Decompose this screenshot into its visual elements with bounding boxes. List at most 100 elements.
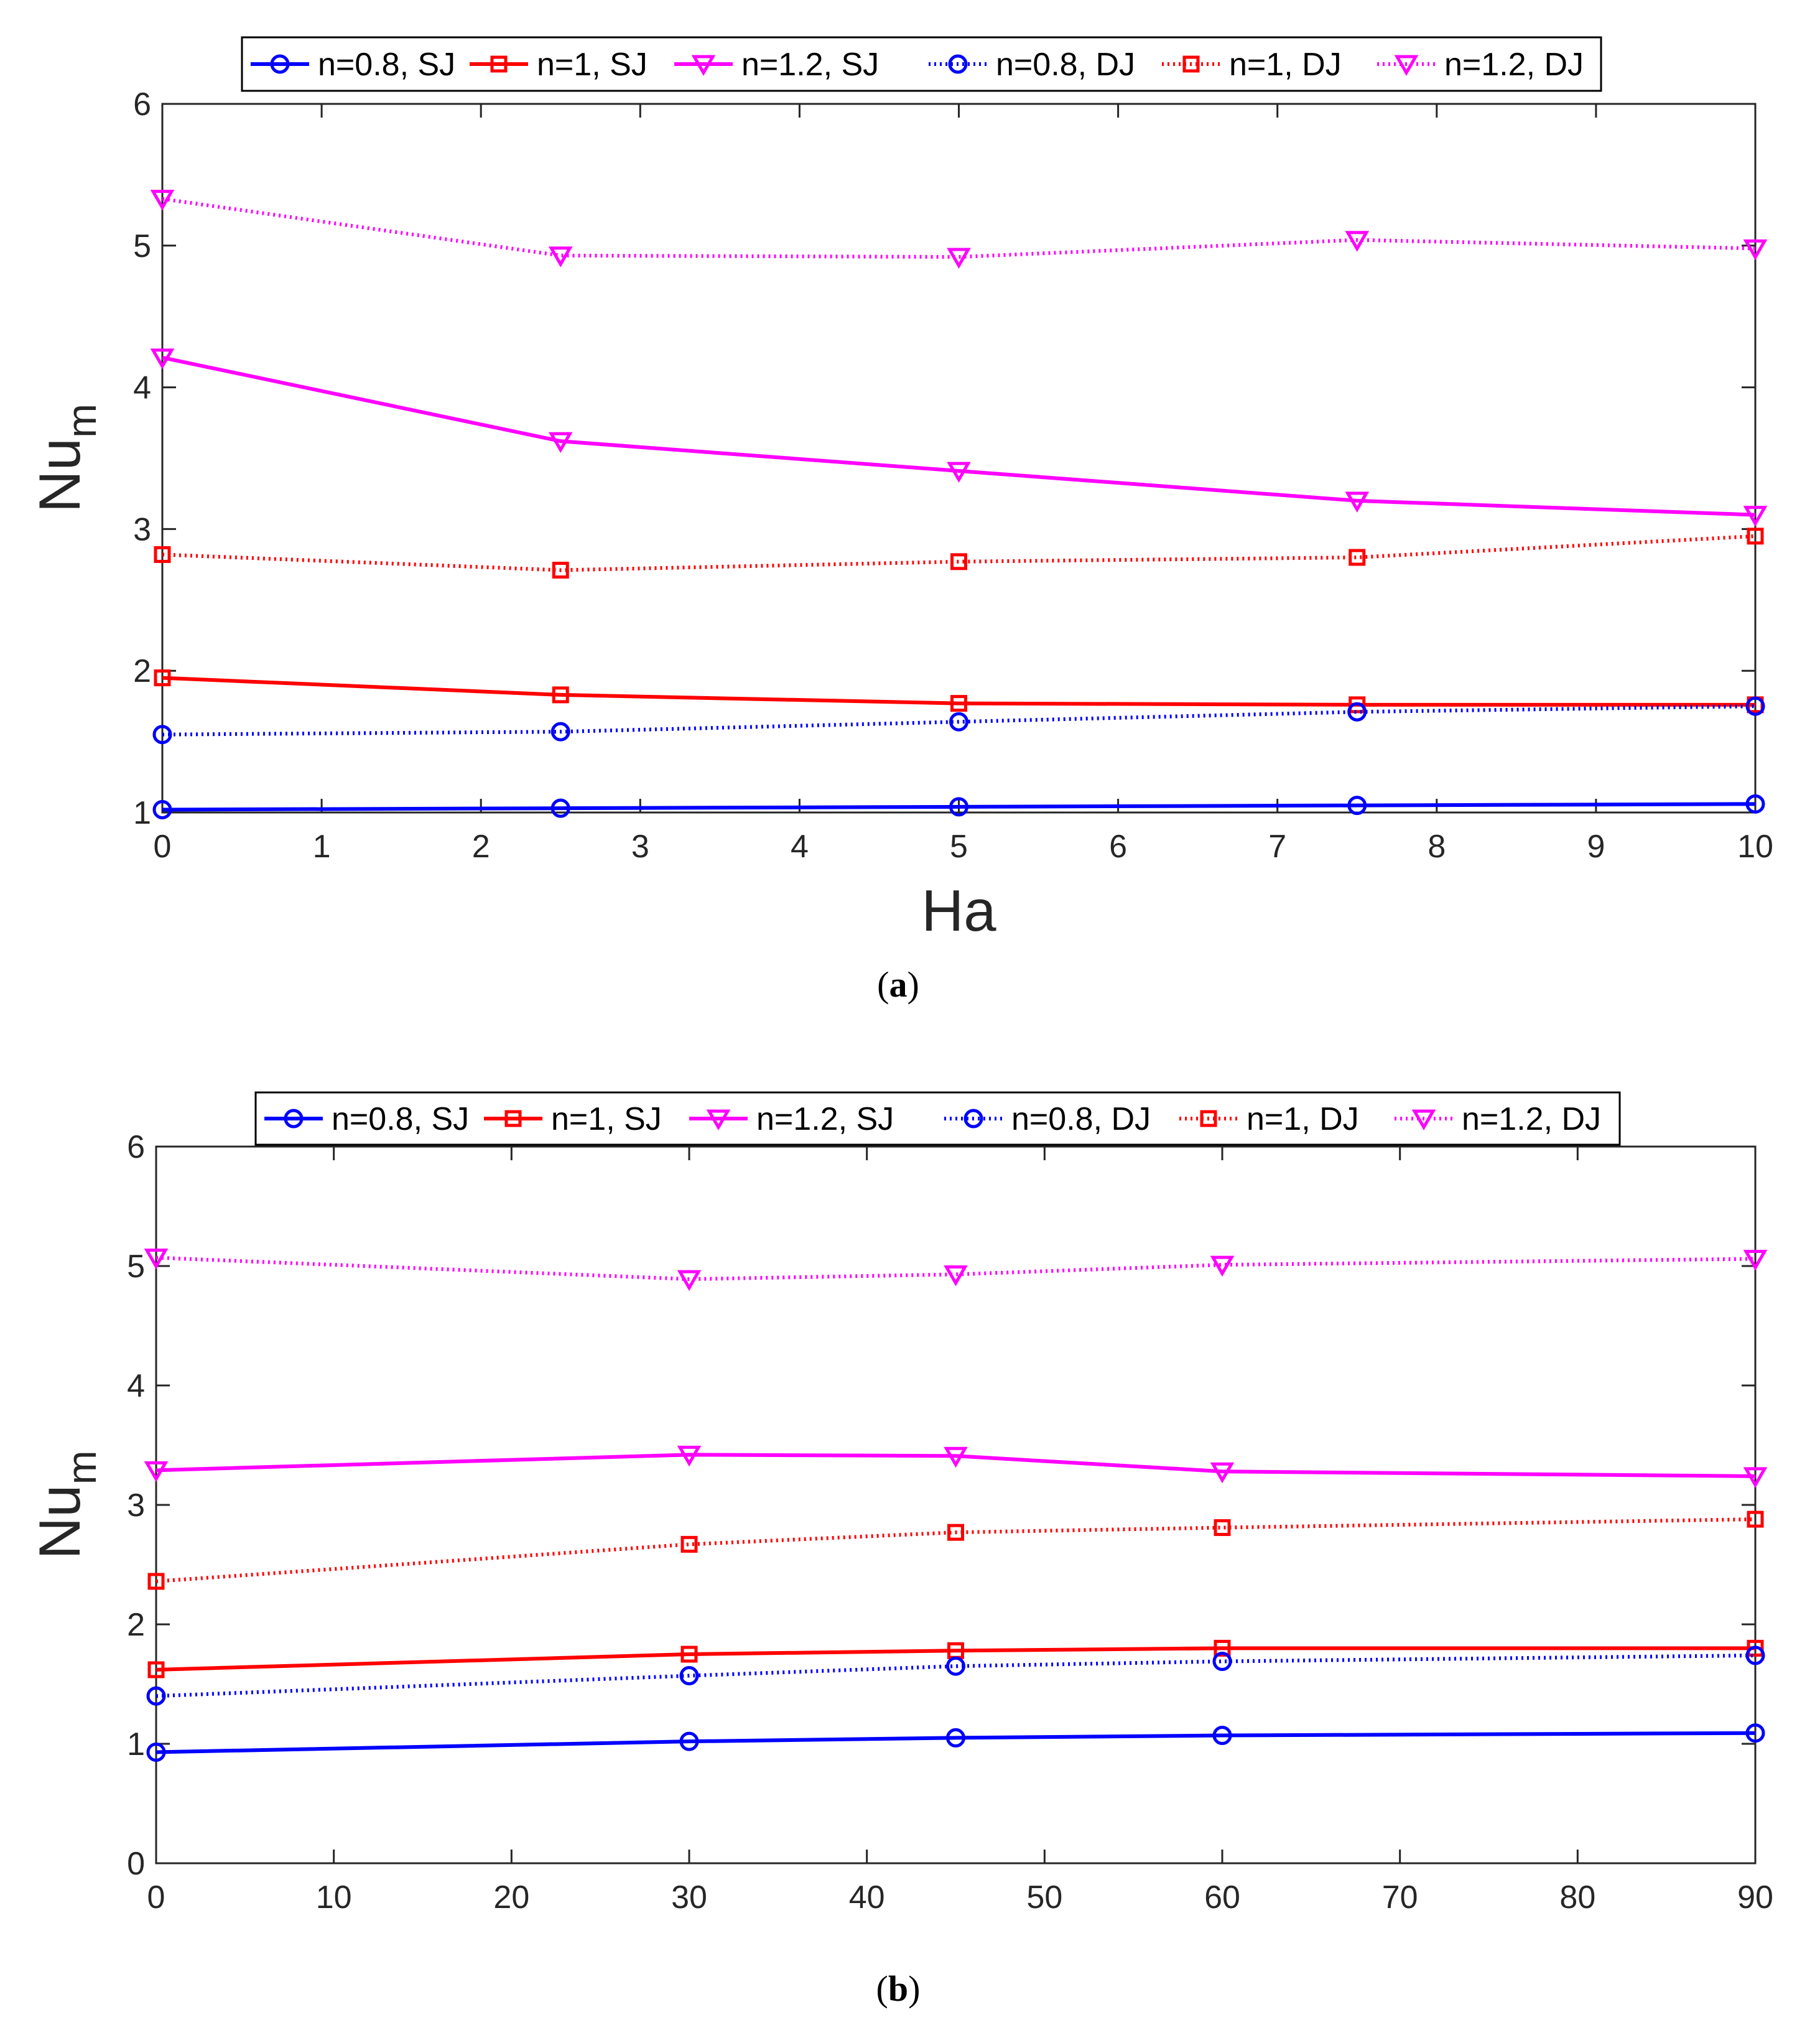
data-point bbox=[677, 1270, 702, 1292]
series-2 bbox=[150, 348, 1768, 527]
data-point bbox=[950, 695, 967, 712]
legend-label: n=1.2, DJ bbox=[1462, 1101, 1601, 1137]
caption-letter: b bbox=[888, 1968, 908, 2009]
data-point bbox=[679, 1731, 699, 1751]
x-tick-label: 40 bbox=[849, 1879, 885, 1916]
legend-label: n=1, SJ bbox=[537, 47, 648, 83]
caption-close-paren: ) bbox=[908, 1968, 920, 2009]
series-0 bbox=[152, 794, 1765, 819]
data-point bbox=[1210, 1462, 1235, 1484]
data-point bbox=[1347, 702, 1367, 722]
data-point bbox=[1745, 696, 1765, 716]
series-3 bbox=[152, 696, 1765, 745]
caption-close-paren: ) bbox=[908, 964, 919, 1005]
series-line bbox=[162, 534, 1756, 572]
y-tick-label: 5 bbox=[133, 228, 151, 264]
data-point bbox=[1349, 696, 1366, 714]
data-point bbox=[1747, 528, 1764, 545]
x-tick-label: 7 bbox=[1268, 829, 1286, 865]
x-tick-label: 60 bbox=[1204, 1879, 1240, 1916]
data-point bbox=[146, 1686, 166, 1706]
data-point bbox=[154, 546, 171, 563]
legend-item: n=0.8, DJ bbox=[944, 1101, 1151, 1137]
data-point bbox=[1212, 1652, 1232, 1672]
data-point bbox=[1743, 1249, 1768, 1271]
series-5 bbox=[150, 190, 1768, 269]
x-tick-label: 70 bbox=[1382, 1879, 1418, 1916]
x-tick-label: 5 bbox=[950, 829, 968, 865]
legend: n=0.8, SJ n=1, SJ n=1.2, SJ n=0.8, DJ n=1, D… bbox=[241, 36, 1602, 92]
y-tick-label: 0 bbox=[127, 1846, 145, 1882]
y-axis-label: Num bbox=[27, 1450, 104, 1559]
data-point bbox=[1743, 1467, 1768, 1488]
x-tick-label: 0 bbox=[147, 1879, 165, 1916]
data-point bbox=[1210, 1255, 1235, 1277]
data-point bbox=[1214, 1639, 1231, 1657]
series-line bbox=[162, 676, 1755, 707]
y-tick-label: 5 bbox=[127, 1249, 145, 1285]
data-point bbox=[552, 561, 569, 579]
legend-marker bbox=[963, 1109, 983, 1129]
y-tick-label: 6 bbox=[127, 1129, 145, 1165]
series-4 bbox=[154, 528, 1764, 579]
x-tick-label: 4 bbox=[791, 829, 809, 865]
series-2 bbox=[144, 1445, 1768, 1488]
data-point bbox=[1347, 796, 1367, 816]
legend-marker bbox=[1394, 55, 1419, 77]
x-tick-label: 0 bbox=[154, 829, 172, 865]
x-tick-label: 20 bbox=[493, 1879, 529, 1916]
data-point bbox=[550, 722, 570, 742]
data-point bbox=[1349, 549, 1366, 566]
y-axis-label-main: Nu bbox=[27, 1484, 92, 1559]
series-5 bbox=[144, 1249, 1768, 1292]
legend-label: n=1.2, SJ bbox=[756, 1101, 894, 1137]
data-point bbox=[147, 1661, 165, 1678]
x-tick-label: 10 bbox=[316, 1879, 352, 1916]
legend-marker bbox=[490, 55, 508, 73]
legend-label: n=1, DJ bbox=[1229, 47, 1342, 83]
caption-open-paren: ( bbox=[876, 1968, 888, 2009]
data-point bbox=[944, 1265, 968, 1287]
legend-marker bbox=[504, 1110, 522, 1127]
legend-marker bbox=[270, 54, 290, 74]
legend-item: n=1.2, DJ bbox=[1377, 47, 1584, 83]
y-tick-label: 1 bbox=[133, 795, 151, 831]
legend-item: n=1, SJ bbox=[484, 1101, 662, 1137]
y-tick-label: 4 bbox=[133, 370, 151, 406]
data-point bbox=[144, 1461, 169, 1483]
legend-marker bbox=[1411, 1109, 1436, 1131]
data-point bbox=[1747, 1511, 1764, 1528]
y-tick-label: 1 bbox=[127, 1726, 145, 1762]
data-point bbox=[950, 553, 967, 570]
data-point bbox=[550, 798, 570, 818]
panel-caption: (a) bbox=[877, 964, 919, 1005]
data-point bbox=[680, 1535, 698, 1553]
data-point bbox=[677, 1445, 702, 1467]
legend-label: n=1.2, SJ bbox=[741, 47, 879, 83]
data-point bbox=[1345, 231, 1370, 252]
series-line bbox=[156, 1731, 1756, 1754]
y-tick-label: 4 bbox=[127, 1368, 145, 1404]
legend-marker bbox=[1200, 1110, 1217, 1127]
data-point bbox=[1345, 491, 1370, 513]
data-point bbox=[1745, 794, 1765, 814]
y-axis-label-main: Nu bbox=[27, 438, 92, 513]
data-point bbox=[150, 190, 175, 211]
legend-marker bbox=[691, 55, 716, 77]
y-tick-label: 3 bbox=[127, 1487, 145, 1524]
legend-marker bbox=[284, 1109, 304, 1129]
data-point bbox=[1743, 506, 1768, 527]
x-tick-label: 3 bbox=[631, 829, 649, 865]
legend-item: n=1, DJ bbox=[1162, 47, 1342, 83]
data-point bbox=[144, 1249, 169, 1270]
series-line bbox=[156, 1646, 1755, 1672]
legend-item: n=1.2, DJ bbox=[1395, 1101, 1601, 1137]
data-point bbox=[152, 799, 172, 819]
data-point bbox=[947, 1524, 964, 1541]
series-line bbox=[156, 1255, 1756, 1282]
x-tick-label: 90 bbox=[1737, 1879, 1773, 1916]
data-point bbox=[947, 462, 971, 483]
